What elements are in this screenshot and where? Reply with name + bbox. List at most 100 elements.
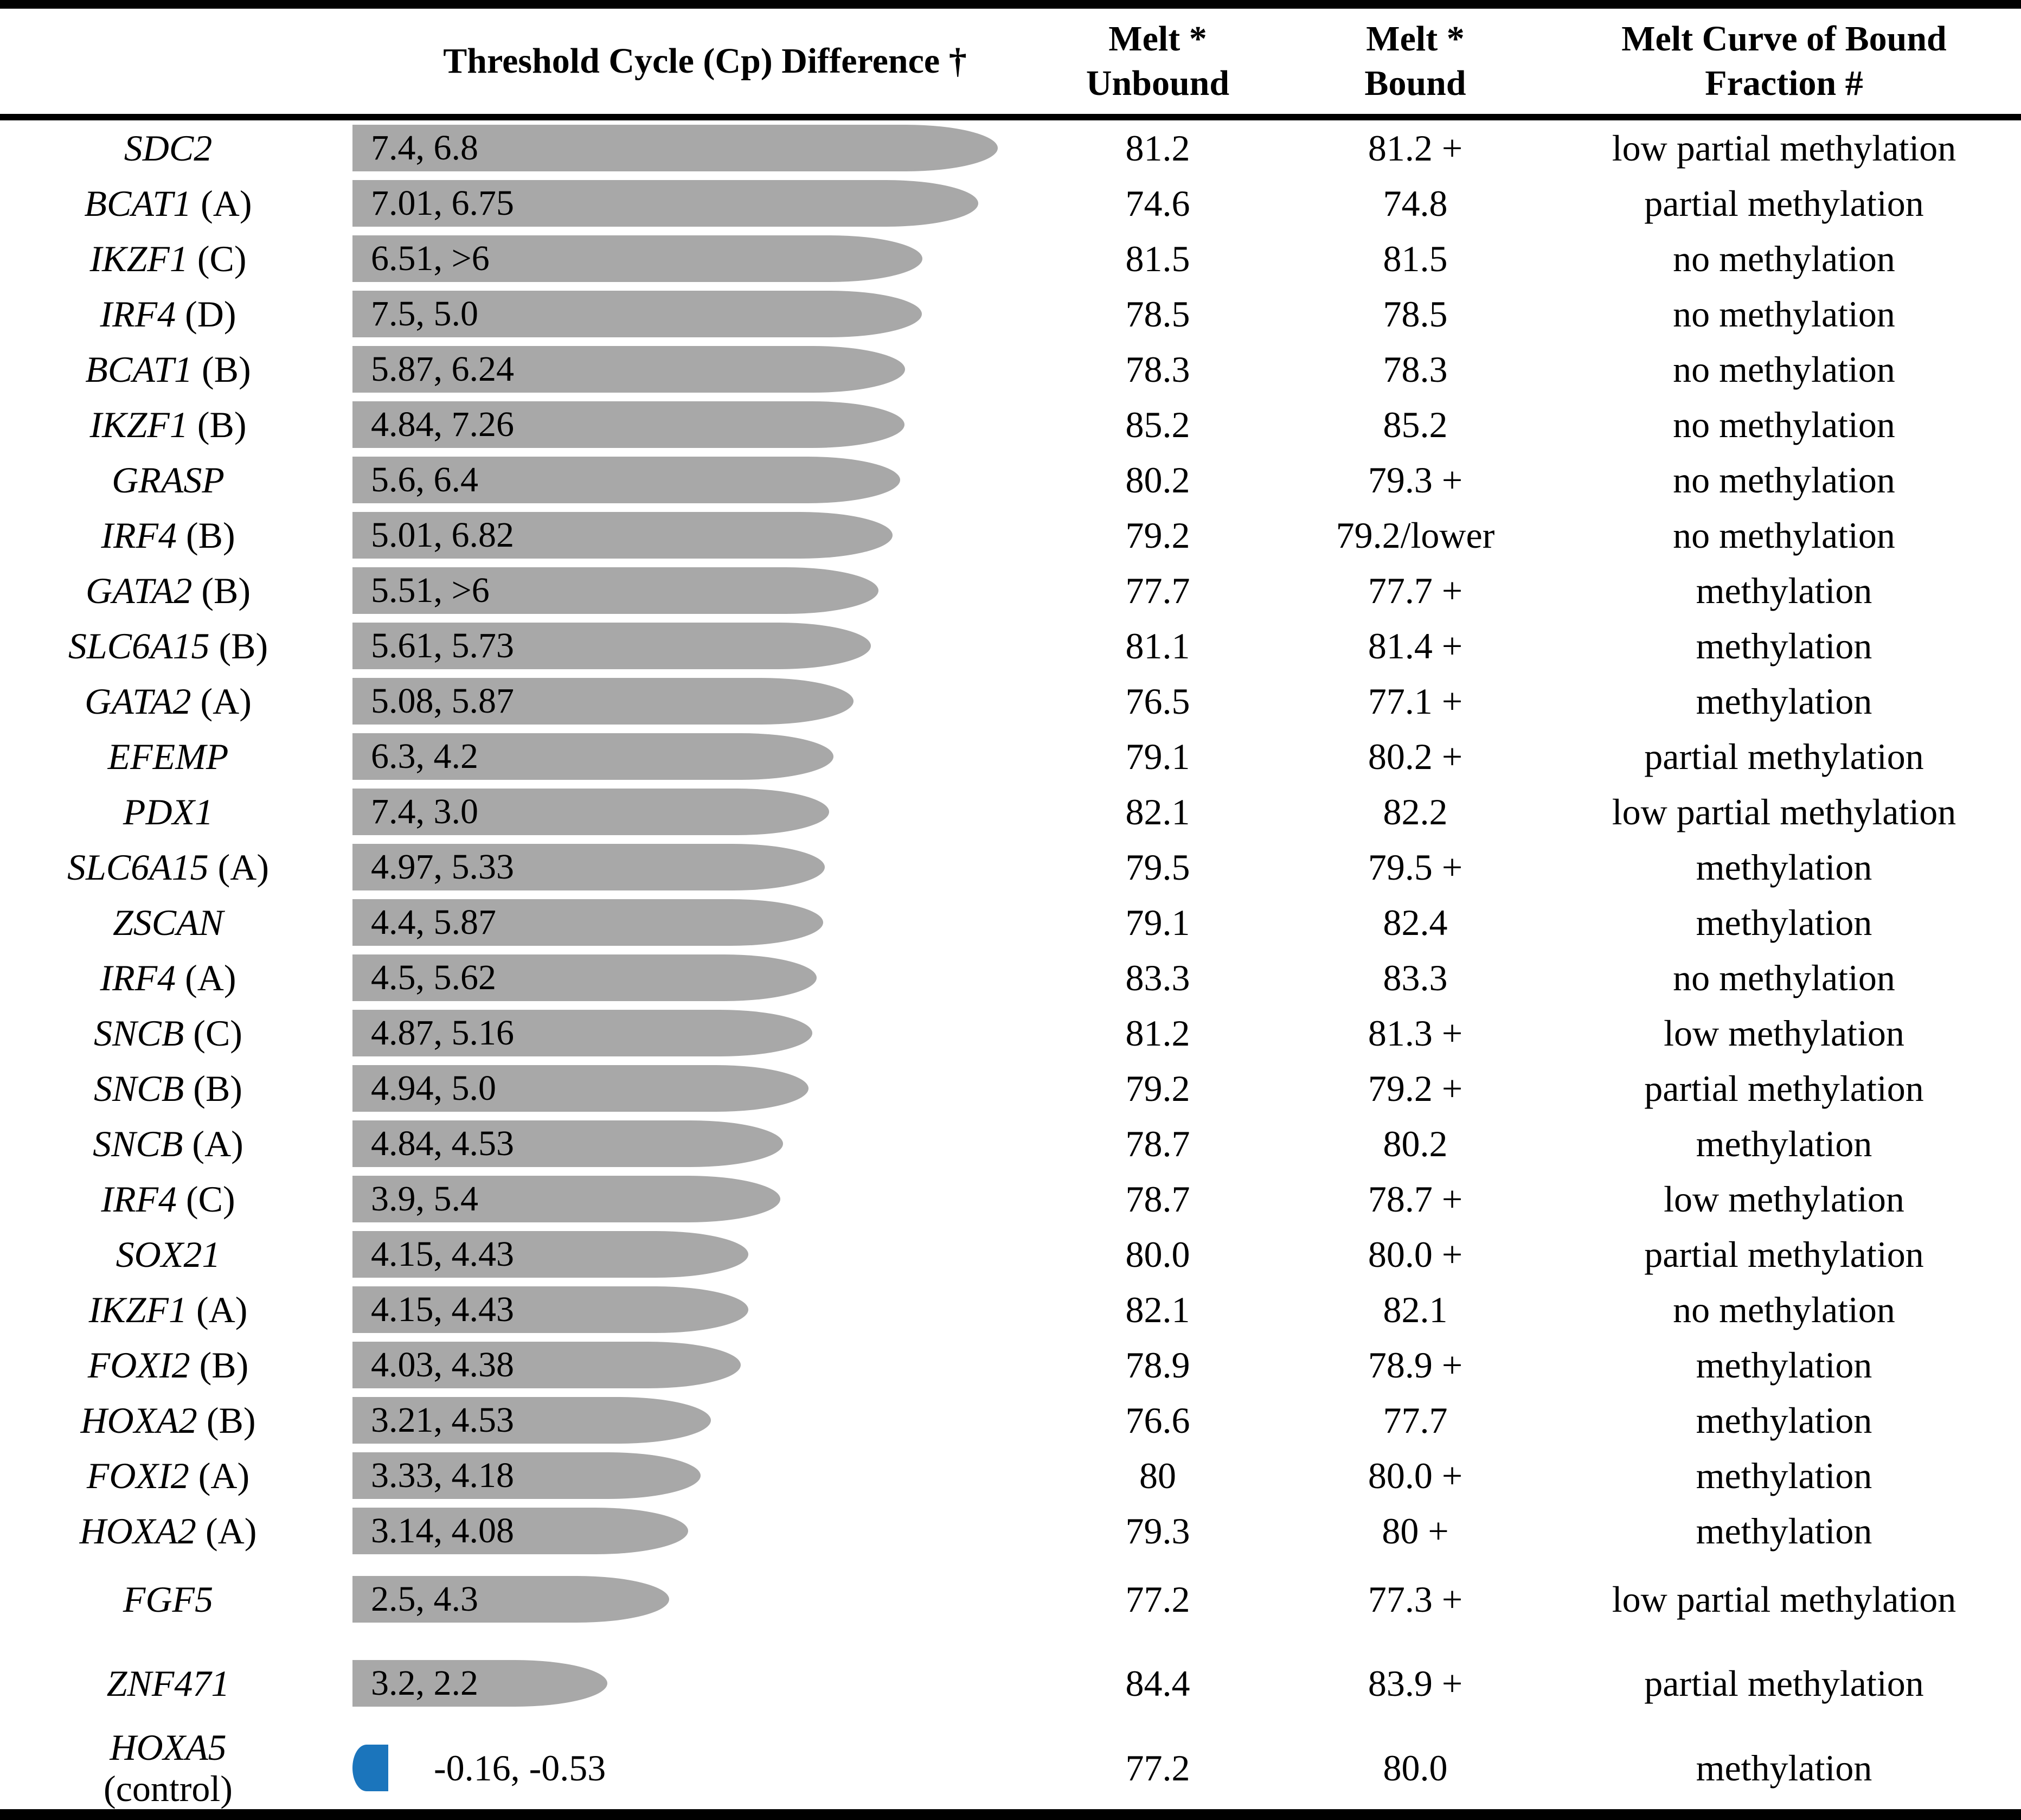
melt-curve-value: methylation [1696, 1344, 1872, 1386]
cp-difference-bar: 7.5, 5.0 [352, 291, 922, 337]
melt-unbound-value: 79.1 [1125, 735, 1190, 777]
gene-cell: GRASP [0, 459, 336, 501]
cp-difference-values: 5.61, 5.73 [371, 626, 514, 665]
gene-name: SOX21 [116, 1234, 221, 1275]
melt-bound-value: 80.0 + [1368, 1233, 1463, 1275]
cp-difference-cell: 6.3, 4.2 [336, 733, 1074, 780]
cp-difference-bar: 5.6, 6.4 [352, 457, 900, 503]
melt-unbound-value: 78.5 [1125, 293, 1190, 335]
gene-name: IKZF1 [89, 238, 188, 279]
melt-unbound-value: 78.7 [1125, 1178, 1190, 1220]
cp-difference-values: 5.87, 6.24 [371, 349, 514, 389]
gene-cell: GATA2 (B) [0, 570, 336, 611]
gene-name: BCAT1 [84, 183, 192, 224]
cp-difference-bar: 5.08, 5.87 [352, 678, 854, 725]
table-row: SOX21 4.15, 4.43 80.0 80.0 + partial met… [0, 1227, 2021, 1282]
cp-difference-cell: 6.51, >6 [336, 235, 1074, 282]
column-header-cp-difference: Threshold Cycle (Cp) Difference † [336, 39, 1074, 84]
melt-bound-value: 78.9 + [1368, 1344, 1463, 1386]
melt-curve-value: methylation [1696, 569, 1872, 611]
gene-amplicon-suffix: (B) [209, 625, 268, 667]
gene-cell: BCAT1 (B) [0, 349, 336, 390]
melt-unbound-value: 80.2 [1125, 459, 1190, 501]
table-row: IRF4 (D) 7.5, 5.0 78.5 78.5 no methylati… [0, 286, 2021, 342]
cp-difference-bar: 4.97, 5.33 [352, 844, 825, 890]
gene-name: FOXI2 [86, 1455, 189, 1496]
table-row: SLC6A15 (A) 4.97, 5.33 79.5 79.5 + methy… [0, 839, 2021, 895]
gene-amplicon-suffix: (A) [191, 183, 252, 224]
table-row: HOXA2 (A) 3.14, 4.08 79.3 80 + methylati… [0, 1503, 2021, 1559]
melt-unbound-value: 77.2 [1125, 1578, 1190, 1620]
melt-bound-value: 78.5 [1383, 293, 1448, 335]
table-row: HOXA5 (control) -0.16, -0.53 77.2 80.0 m… [0, 1727, 2021, 1809]
melt-unbound-value: 74.6 [1125, 182, 1190, 224]
melt-curve-value: low methylation [1664, 1012, 1904, 1054]
cp-difference-bar: 5.01, 6.82 [352, 512, 893, 559]
gene-name: SLC6A15 [67, 847, 209, 888]
gene-control-label: (control) [104, 1768, 233, 1809]
melt-unbound-value: 77.7 [1125, 569, 1190, 611]
cp-difference-values: 3.21, 4.53 [371, 1400, 514, 1440]
cp-difference-cell: 4.84, 7.26 [336, 401, 1074, 448]
cp-difference-cell: 3.21, 4.53 [336, 1397, 1074, 1444]
melt-curve-value: no methylation [1673, 1289, 1895, 1330]
gene-name: SNCB [93, 1123, 183, 1164]
gene-name: FOXI2 [87, 1344, 190, 1386]
cp-difference-bar: 7.01, 6.75 [352, 180, 978, 227]
cp-difference-values: 5.51, >6 [371, 571, 490, 610]
gene-amplicon-suffix: (B) [188, 404, 247, 445]
melt-unbound-value: 82.1 [1125, 1289, 1190, 1330]
melt-bound-value: 82.1 [1383, 1289, 1448, 1330]
melt-bound-value: 80.2 [1383, 1123, 1448, 1164]
gene-cell: FOXI2 (A) [0, 1455, 336, 1496]
cp-difference-bar: 6.51, >6 [352, 235, 922, 282]
table-row: SDC2 7.4, 6.8 81.2 81.2 + low partial me… [0, 120, 2021, 176]
melt-bound-value: 79.2/lower [1336, 514, 1495, 556]
melt-curve-value: methylation [1696, 625, 1872, 667]
gene-name: HOXA2 [79, 1510, 196, 1552]
melt-bound-value: 83.3 [1383, 957, 1448, 998]
cp-difference-bar: 7.4, 3.0 [352, 789, 829, 835]
cp-difference-cell: 5.6, 6.4 [336, 457, 1074, 503]
melt-curve-value: partial methylation [1644, 182, 1924, 224]
gene-cell: IRF4 (A) [0, 957, 336, 998]
cp-difference-cell: 7.01, 6.75 [336, 180, 1074, 227]
melt-unbound-header-line1: Melt * [1108, 19, 1207, 59]
gene-name: GRASP [112, 459, 224, 501]
melt-bound-value: 79.3 + [1368, 459, 1463, 501]
melt-curve-value: no methylation [1673, 238, 1895, 279]
melt-curve-value: low methylation [1664, 1178, 1904, 1220]
table-row: FOXI2 (B) 4.03, 4.38 78.9 78.9 + methyla… [0, 1337, 2021, 1393]
melt-unbound-value: 77.2 [1125, 1747, 1190, 1789]
gene-amplicon-suffix: (A) [183, 1123, 243, 1164]
melt-bound-value: 78.3 [1383, 348, 1448, 390]
gene-cell: FGF5 [0, 1579, 336, 1620]
gene-amplicon-suffix: (B) [177, 515, 235, 556]
cp-difference-cell: 5.01, 6.82 [336, 512, 1074, 559]
melt-bound-value: 81.2 + [1368, 127, 1463, 169]
cp-difference-values: 4.15, 4.43 [371, 1290, 514, 1329]
gene-amplicon-suffix: (A) [196, 1510, 257, 1552]
cp-difference-bar: 4.4, 5.87 [352, 899, 823, 946]
cp-difference-cell: 5.61, 5.73 [336, 623, 1074, 669]
melt-curve-value: partial methylation [1644, 1233, 1924, 1275]
melt-unbound-value: 83.3 [1125, 957, 1190, 998]
melt-bound-value: 81.3 + [1368, 1012, 1463, 1054]
gene-name: SNCB [94, 1068, 184, 1109]
melt-curve-value: no methylation [1673, 403, 1895, 445]
cp-difference-cell: 4.84, 4.53 [336, 1120, 1074, 1167]
cp-difference-values: -0.16, -0.53 [434, 1747, 606, 1789]
melt-bound-header-line2: Bound [1364, 63, 1466, 103]
bottom-rule [0, 1809, 2021, 1820]
melt-unbound-value: 82.1 [1125, 791, 1190, 832]
melt-unbound-value: 81.5 [1125, 238, 1190, 279]
table-row: GRASP 5.6, 6.4 80.2 79.3 + no methylatio… [0, 452, 2021, 508]
melt-unbound-value: 79.2 [1125, 514, 1190, 556]
cp-difference-values: 4.5, 5.62 [371, 958, 496, 997]
melt-bound-value: 78.7 + [1368, 1178, 1463, 1220]
gene-cell: IRF4 (C) [0, 1178, 336, 1220]
melt-unbound-value: 84.4 [1125, 1662, 1190, 1704]
melt-bound-value: 74.8 [1383, 182, 1448, 224]
table-row: IRF4 (B) 5.01, 6.82 79.2 79.2/lower no m… [0, 508, 2021, 563]
gene-cell: SNCB (B) [0, 1068, 336, 1109]
